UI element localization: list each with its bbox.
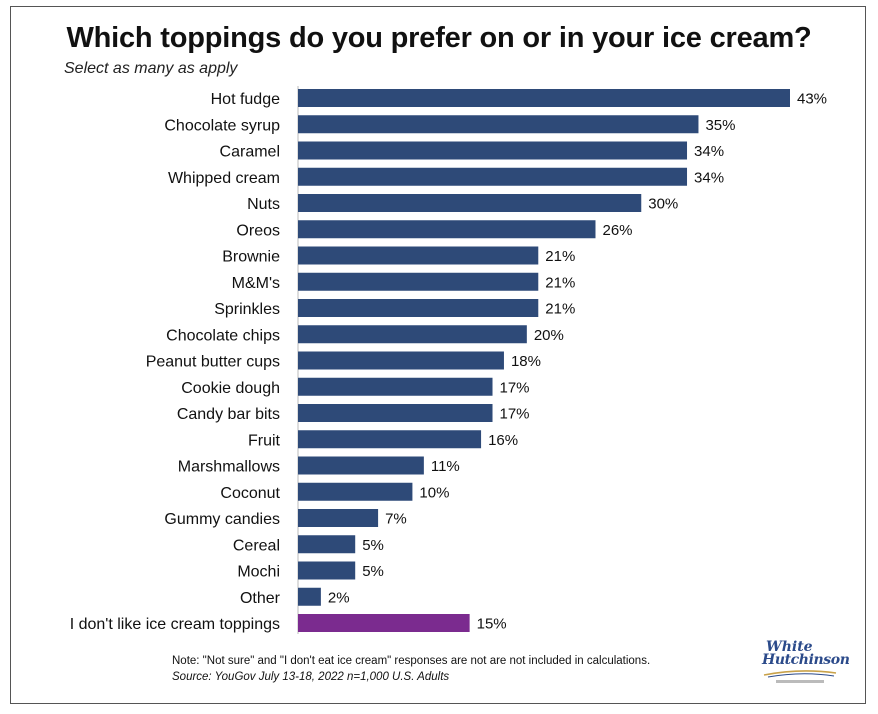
category-label: Hot fudge — [211, 91, 280, 108]
logo-fine-print — [776, 680, 824, 683]
bar — [298, 614, 470, 632]
category-label: Coconut — [220, 485, 280, 502]
data-label: 30% — [648, 196, 678, 213]
data-label: 17% — [500, 406, 530, 423]
bar — [298, 167, 688, 186]
category-label: Nuts — [247, 196, 280, 213]
data-label: 21% — [545, 301, 575, 318]
data-label: 5% — [362, 563, 384, 580]
bar — [298, 430, 482, 449]
chart-title: Which toppings do you prefer on or in yo… — [66, 22, 812, 54]
data-label: 10% — [419, 484, 449, 501]
bar — [298, 141, 688, 160]
data-label: 16% — [488, 432, 518, 449]
data-label: 26% — [602, 222, 632, 239]
bar — [298, 299, 539, 317]
data-label: 18% — [511, 353, 541, 370]
data-label: 43% — [797, 91, 827, 108]
data-label: 21% — [545, 248, 575, 265]
category-label: Caramel — [220, 144, 280, 161]
bar — [298, 115, 699, 134]
category-label: Oreos — [236, 222, 280, 239]
category-label: Peanut butter cups — [146, 354, 280, 371]
data-label: 35% — [705, 117, 735, 134]
category-label: Marshmallows — [178, 459, 280, 476]
data-label: 15% — [477, 616, 507, 633]
bar — [298, 456, 424, 475]
bar — [298, 351, 504, 370]
bar — [298, 220, 596, 239]
category-label: Other — [240, 590, 281, 607]
data-label: 21% — [545, 274, 575, 291]
category-label: Fruit — [248, 432, 281, 449]
footnote: Note: "Not sure" and "I don't eat ice cr… — [172, 655, 651, 667]
logo-swoosh-icon — [763, 670, 837, 678]
category-label: Brownie — [222, 249, 280, 266]
source-note: Source: YouGov July 13-18, 2022 n=1,000 … — [172, 671, 450, 683]
bar — [298, 482, 413, 501]
category-label: Cereal — [233, 537, 280, 554]
category-label: Chocolate chips — [166, 327, 280, 344]
category-label: Chocolate syrup — [164, 117, 280, 134]
bar — [298, 561, 356, 580]
data-label: 11% — [431, 458, 460, 475]
data-label: 20% — [534, 327, 564, 344]
bar — [298, 272, 539, 291]
logo-text-line-2: Hutchinson — [762, 652, 850, 668]
bar — [298, 194, 642, 212]
bar — [298, 509, 379, 527]
category-label: Candy bar bits — [177, 406, 280, 423]
chart-subtitle: Select as many as apply — [64, 60, 238, 77]
category-label: M&M's — [232, 275, 280, 292]
category-label: I don't like ice cream toppings — [70, 616, 280, 633]
data-label: 17% — [500, 379, 530, 396]
data-label: 5% — [362, 537, 384, 554]
category-label: Cookie dough — [181, 380, 280, 397]
bar — [298, 377, 493, 396]
bar — [298, 587, 321, 606]
bar — [298, 246, 539, 265]
category-label: Whipped cream — [168, 170, 280, 187]
data-label: 34% — [694, 143, 724, 160]
logo-text-line-1: White — [766, 639, 813, 655]
bar — [298, 404, 493, 422]
data-label: 2% — [328, 589, 350, 606]
category-label: Sprinkles — [214, 301, 280, 318]
data-label: 34% — [694, 169, 724, 186]
data-label: 7% — [385, 511, 407, 528]
bar — [298, 89, 790, 107]
category-label: Mochi — [237, 564, 280, 581]
category-label: Gummy candies — [164, 511, 280, 528]
white-hutchinson-logo: White Hutchinson — [760, 638, 850, 690]
bar — [298, 535, 356, 554]
bar — [298, 325, 527, 344]
